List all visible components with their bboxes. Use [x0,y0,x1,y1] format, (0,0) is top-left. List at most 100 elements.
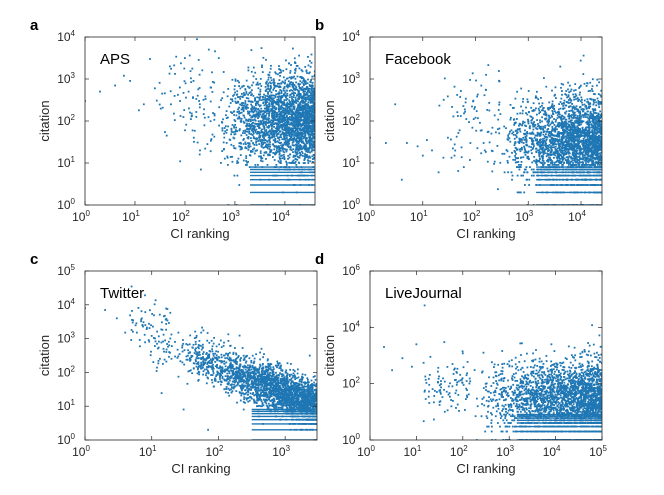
data-point [310,130,313,133]
data-point [552,107,554,109]
data-point [592,110,595,113]
data-point [523,121,526,124]
data-point [549,135,552,138]
data-point [555,148,558,151]
data-point [572,151,575,153]
scatter-points [370,54,602,205]
data-point [307,122,310,124]
data-point [272,89,275,91]
data-point [574,139,577,141]
data-point [277,124,280,127]
data-point [297,131,299,133]
data-point [265,108,268,111]
data-point [299,144,302,146]
data-point [593,144,596,146]
data-point [256,132,258,135]
data-point [272,111,275,114]
data-point [591,129,594,131]
data-point [297,100,300,103]
data-point [271,121,274,123]
data-point [576,138,579,140]
data-point [278,151,281,153]
data-point [299,127,301,130]
data-point [192,96,194,99]
y-tick-label: 103 [57,71,75,86]
data-point [594,148,597,151]
data-point [307,156,310,159]
data-point [553,94,556,97]
data-point [583,146,585,148]
data-point [192,136,195,139]
data-point [234,130,236,133]
data-point [519,130,522,133]
data-point [251,134,254,136]
data-point [299,148,302,151]
data-point [220,99,222,102]
data-point [308,137,311,140]
data-point [580,161,583,164]
data-point [290,110,293,113]
data-point [307,56,309,58]
data-point [582,110,584,113]
data-point [309,144,311,147]
data-point [294,68,296,71]
data-point [601,148,602,151]
data-point [250,116,253,119]
data-point [286,103,288,105]
data-point [301,131,303,134]
data-point [518,124,520,127]
data-point [280,115,283,118]
data-point [235,94,238,96]
data-point [524,148,526,151]
data-point [291,118,294,121]
data-point [261,113,264,116]
data-point [278,109,281,112]
data-point [248,86,251,89]
data-point [601,158,602,161]
data-point [568,138,570,141]
data-point [542,140,545,143]
data-point [596,136,599,138]
data-point [255,123,258,125]
data-point [296,135,299,137]
data-point [300,133,302,136]
data-point [261,141,263,143]
data-point [301,141,303,143]
data-point [252,111,255,114]
data-point [588,150,591,153]
data-point [255,137,258,140]
data-point [556,138,558,141]
data-point [309,113,312,115]
data-point [276,124,279,126]
data-point [586,120,589,123]
data-point [287,110,290,113]
data-point [261,134,264,137]
data-point [569,162,572,164]
data-point [599,164,601,166]
data-point [292,144,295,147]
data-point [254,97,256,99]
data-point [227,125,229,128]
data-point [594,126,597,128]
data-point [299,107,302,110]
data-point [259,93,261,96]
data-point [532,128,535,131]
data-point [599,125,602,128]
data-point [245,97,248,99]
data-point [265,118,268,121]
data-point [294,116,297,119]
data-point [525,140,528,143]
data-point [569,84,571,87]
data-point [295,132,298,135]
data-point [294,96,297,99]
data-point [560,117,562,120]
data-point [225,142,228,144]
data-point [303,145,306,147]
data-point [580,108,583,111]
data-point [515,135,518,138]
data-point [542,160,545,162]
data-point [193,129,196,132]
data-point [509,130,511,133]
data-point [273,85,276,88]
data-point [579,150,582,152]
